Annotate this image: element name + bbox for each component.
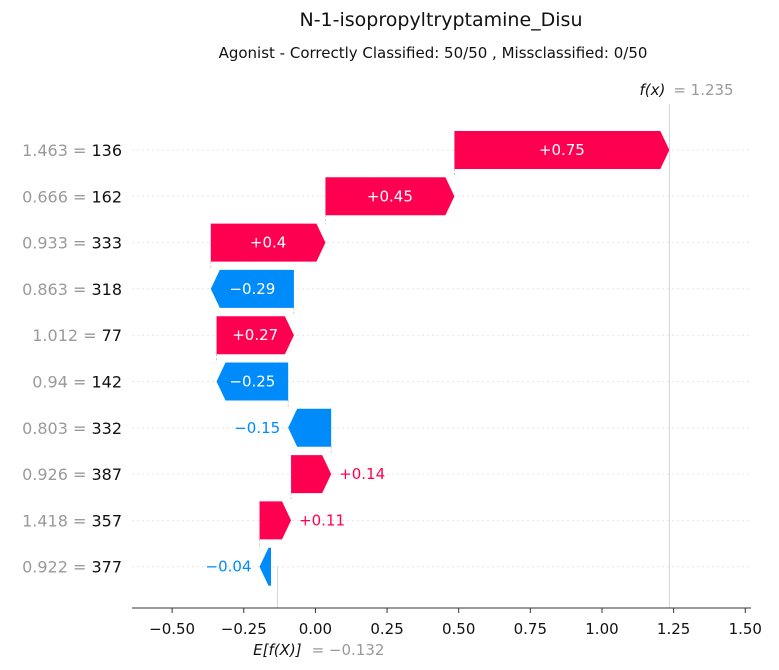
feature-name: 387 [91, 465, 122, 484]
feature-label: 1.418 = 357 [22, 511, 122, 530]
feature-name: 77 [102, 326, 122, 345]
chart-title: N-1-isopropyltryptamine_Disu [299, 9, 582, 31]
feature-label: 1.463 = 136 [22, 141, 122, 160]
x-tick-label: −0.50 [149, 620, 195, 638]
feature-name: 377 [91, 558, 122, 577]
base-value-annotation: E[f(X)] = −0.132 [253, 641, 384, 659]
base-value-label: E[f(X)] [253, 641, 302, 659]
x-tick-label: −0.25 [221, 620, 267, 638]
fx-annotation: f(x) = 1.235 [639, 81, 733, 99]
feature-name: 318 [91, 280, 122, 299]
positive-bar [216, 316, 294, 355]
negative-bar [210, 269, 294, 308]
feature-label: 1.012 = 77 [32, 326, 122, 345]
feature-value: 0.94 = [32, 373, 91, 392]
feature-label: 0.933 = 333 [22, 234, 122, 253]
connector-lines [210, 104, 670, 608]
feature-name: 333 [91, 234, 122, 253]
bar-value-label: −0.04 [206, 558, 252, 576]
feature-name: 162 [91, 187, 122, 206]
feature-value: 0.863 = [22, 280, 91, 299]
base-value: = −0.132 [312, 641, 385, 659]
feature-label: 0.666 = 162 [22, 187, 122, 206]
feature-name: 357 [91, 511, 122, 530]
feature-value: 1.418 = [22, 511, 91, 530]
bar-value-label: +0.11 [299, 511, 345, 529]
fx-label: f(x) [639, 81, 665, 99]
x-axis: −0.50 −0.25 0.00 0.25 0.50 0.75 1.00 1.25 1.50 [132, 607, 762, 638]
x-tick-label: 0.50 [442, 620, 475, 638]
feature-name: 332 [91, 419, 122, 438]
feature-value: 1.463 = [22, 141, 91, 160]
x-tick-label: 1.00 [585, 620, 618, 638]
x-tick-label: 0.00 [299, 620, 332, 638]
x-tick-label: 0.75 [514, 620, 547, 638]
feature-name: 136 [91, 141, 122, 160]
bar-value-label: −0.29 [229, 280, 275, 298]
positive-bar [454, 131, 670, 169]
bar-value-label: −0.25 [229, 373, 275, 391]
feature-name: 142 [91, 373, 122, 392]
feature-value: 0.803 = [22, 419, 91, 438]
feature-label: 0.94 = 142 [32, 373, 122, 392]
feature-label: 0.863 = 318 [22, 280, 122, 299]
positive-bar [210, 223, 326, 262]
feature-label: 0.926 = 387 [22, 465, 122, 484]
feature-label: 0.922 = 377 [22, 558, 122, 577]
positive-bar [259, 501, 292, 540]
positive-bar [291, 455, 332, 494]
bar-value-label: +0.75 [539, 141, 585, 159]
bar-value-label: −0.15 [234, 419, 280, 437]
chart-subtitle: Agonist - Correctly Classified: 50/50 , … [219, 44, 648, 62]
negative-bar [259, 547, 271, 586]
feature-value: 0.922 = [22, 558, 91, 577]
bar-value-label: +0.27 [232, 326, 278, 344]
x-tick-label: 1.25 [657, 620, 690, 638]
feature-label: 0.803 = 332 [22, 419, 122, 438]
contribution-bars: +0.75 +0.45 +0.4 −0.29 +0.27 −0.25 −0.15 +0.14 +… [206, 131, 670, 586]
feature-value: 0.933 = [22, 234, 91, 253]
feature-labels: 1.463 = 136 0.666 = 162 0.933 = 333 0.863 =… [22, 141, 122, 577]
feature-value: 1.012 = [32, 326, 101, 345]
negative-bar [216, 362, 289, 401]
bar-value-label: +0.4 [250, 234, 286, 252]
feature-value: 0.666 = [22, 187, 91, 206]
bar-value-label: +0.45 [367, 187, 413, 205]
negative-bar [288, 408, 332, 447]
feature-value: 0.926 = [22, 465, 91, 484]
bar-value-label: +0.14 [339, 465, 385, 483]
x-tick-label: 0.25 [370, 620, 403, 638]
fx-value: = 1.235 [673, 81, 733, 99]
x-tick-label: 1.50 [729, 620, 762, 638]
positive-bar [325, 177, 455, 216]
